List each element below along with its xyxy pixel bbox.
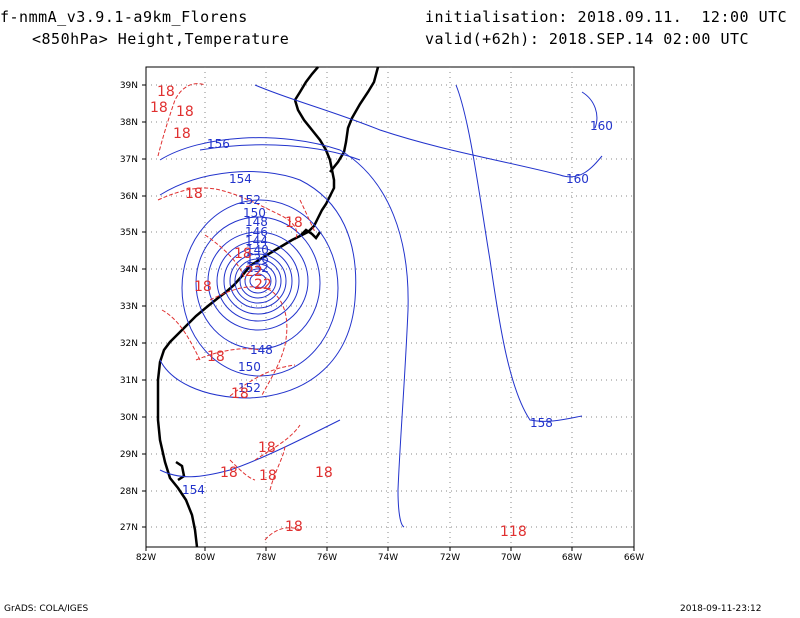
coastline xyxy=(156,66,380,548)
lon-label: 68W xyxy=(562,553,582,563)
lat-label: 30N xyxy=(120,413,138,423)
height-label: 132 xyxy=(246,261,269,275)
height-label: 154 xyxy=(182,483,205,497)
lat-label: 28N xyxy=(120,487,138,497)
height-label: 136 xyxy=(246,252,269,266)
height-label: 146 xyxy=(245,225,268,239)
lon-label: 66W xyxy=(624,553,644,563)
height-label: 150 xyxy=(243,206,266,220)
lat-label: 32N xyxy=(120,339,138,349)
height-labels: 160 160 156 154 152 150 148 146 144 140 … xyxy=(182,119,613,497)
lon-label: 80W xyxy=(195,553,215,563)
temperature-label: 22 xyxy=(245,264,263,280)
temperature-label: 18 xyxy=(285,215,303,231)
temperature-label: 18 xyxy=(258,440,276,456)
height-contours xyxy=(159,84,603,528)
temperature-label: 18 xyxy=(234,246,252,262)
temperature-label: 18 xyxy=(185,186,203,202)
height-label: 150 xyxy=(238,360,261,374)
height-label: 152 xyxy=(238,381,261,395)
tick-marks xyxy=(142,84,635,551)
lat-label: 37N xyxy=(120,155,138,165)
temperature-label: 18 xyxy=(150,100,168,116)
temperature-label: 118 xyxy=(500,524,527,540)
lon-label: 76W xyxy=(317,553,337,563)
valid-time: valid(+62h): 2018.SEP.14 02:00 UTC xyxy=(425,30,750,48)
lat-label: 39N xyxy=(120,81,138,91)
height-label: 158 xyxy=(530,416,553,430)
height-label: 160 xyxy=(566,172,589,186)
lat-label: 35N xyxy=(120,228,138,238)
temperature-label: 18 xyxy=(285,519,303,535)
field-title: <850hPa> Height,Temperature xyxy=(32,30,290,48)
temperature-label: 18 xyxy=(173,126,191,142)
lat-label: 36N xyxy=(120,192,138,202)
lon-label: 82W xyxy=(136,553,156,563)
lon-label: 74W xyxy=(378,553,398,563)
temperature-label: 18 xyxy=(220,465,238,481)
temperature-label: 18 xyxy=(259,468,277,484)
height-label: 152 xyxy=(238,193,261,207)
height-label: 148 xyxy=(250,343,273,357)
map-frame xyxy=(145,66,635,548)
lon-labels: 82W 80W 78W 76W 74W 72W 70W 68W 66W xyxy=(136,553,644,563)
temperature-label: 18 xyxy=(315,465,333,481)
lat-label: 38N xyxy=(120,118,138,128)
footer-timestamp: 2018-09-11-23:12 xyxy=(680,604,762,614)
lat-label: 29N xyxy=(120,450,138,460)
lon-label: 70W xyxy=(501,553,521,563)
height-label: 144 xyxy=(245,234,268,248)
lon-label: 78W xyxy=(256,553,276,563)
height-label: 160 xyxy=(590,119,613,133)
height-label: 154 xyxy=(229,172,252,186)
height-label: 140 xyxy=(246,243,269,257)
footer-credit: GrADS: COLA/IGES xyxy=(4,604,89,614)
temperature-contours xyxy=(157,83,316,541)
temperature-label: 18 xyxy=(157,84,175,100)
temperature-label: 18 xyxy=(207,349,225,365)
lon-label: 72W xyxy=(440,553,460,563)
lat-label: 33N xyxy=(120,302,138,312)
model-title: f-nmmA_v3.9.1-a9km_Florens xyxy=(0,8,248,26)
temperature-label: 18 xyxy=(231,386,249,402)
height-label: 156 xyxy=(207,137,230,151)
lat-label: 31N xyxy=(120,376,138,386)
temperature-label: 22 xyxy=(254,277,272,293)
height-label: 148 xyxy=(245,215,268,229)
init-time: initialisation: 2018.09.11. 12:00 UTC xyxy=(425,8,788,26)
temperature-label: 18 xyxy=(176,104,194,120)
lat-labels: 39N 38N 37N 36N 35N 34N 33N 32N 31N 30N … xyxy=(120,81,138,533)
temperature-labels: 18 18 18 18 18 18 18 22 22 18 18 18 18 1… xyxy=(150,84,527,540)
lat-label: 27N xyxy=(120,523,138,533)
temperature-label: 18 xyxy=(194,279,212,295)
lat-label: 34N xyxy=(120,265,138,275)
